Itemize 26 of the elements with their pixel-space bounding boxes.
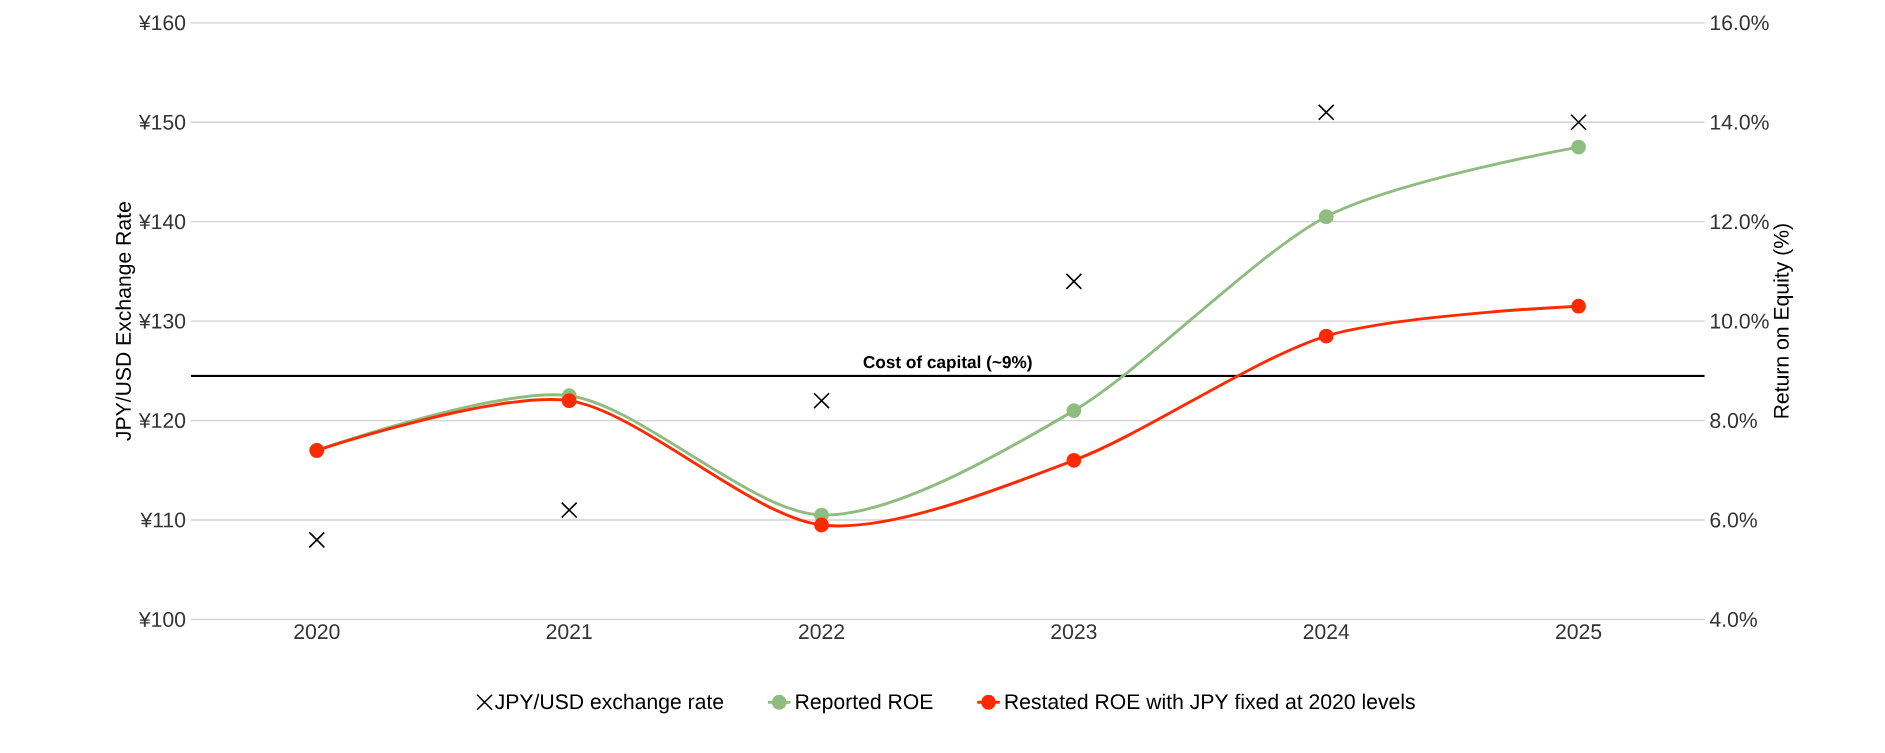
x-tick-label: 2024 (1303, 624, 1350, 640)
legend-label: Reported ROE (796, 693, 933, 714)
y2-tick-label: 16.0% (1711, 15, 1769, 31)
x-tick-label: 2023 (1051, 624, 1097, 640)
legend-label: JPY/USD exchange rate (495, 693, 724, 714)
y2-tick-label: 6.0% (1710, 512, 1757, 528)
y2-tick-label: 12.0% (1711, 214, 1769, 230)
y2-tick-label: 4.0% (1709, 611, 1757, 627)
y-tick-label: ¥100 (138, 611, 186, 627)
y-tick-label: ¥120 (138, 413, 186, 429)
y-tick-label: ¥110 (140, 512, 186, 528)
y-tick-label: ¥160 (138, 15, 186, 31)
y-tick-label: ¥140 (138, 214, 186, 230)
y2-tick-label: 10.0% (1711, 313, 1769, 329)
x-tick-label: 2022 (799, 624, 844, 640)
y-tick-label: ¥130 (138, 313, 186, 329)
ref-line-label: Cost of capital (~9%) (863, 355, 1032, 372)
x-tick-label: 2025 (1556, 624, 1602, 640)
x-tick-label: 2020 (294, 624, 340, 640)
y2-tick-label: 14.0% (1711, 114, 1769, 130)
y-axis-title: JPY/USD Exchange Rate (115, 202, 136, 441)
legend-label: Restated ROE with JPY fixed at 2020 levels (1005, 693, 1415, 710)
y2-tick-label: 8.0% (1710, 413, 1757, 429)
y2-axis-title: Return on Equity (%) (1773, 224, 1793, 418)
x-tick-label: 2021 (546, 624, 592, 640)
y-tick-label: ¥150 (138, 114, 186, 130)
